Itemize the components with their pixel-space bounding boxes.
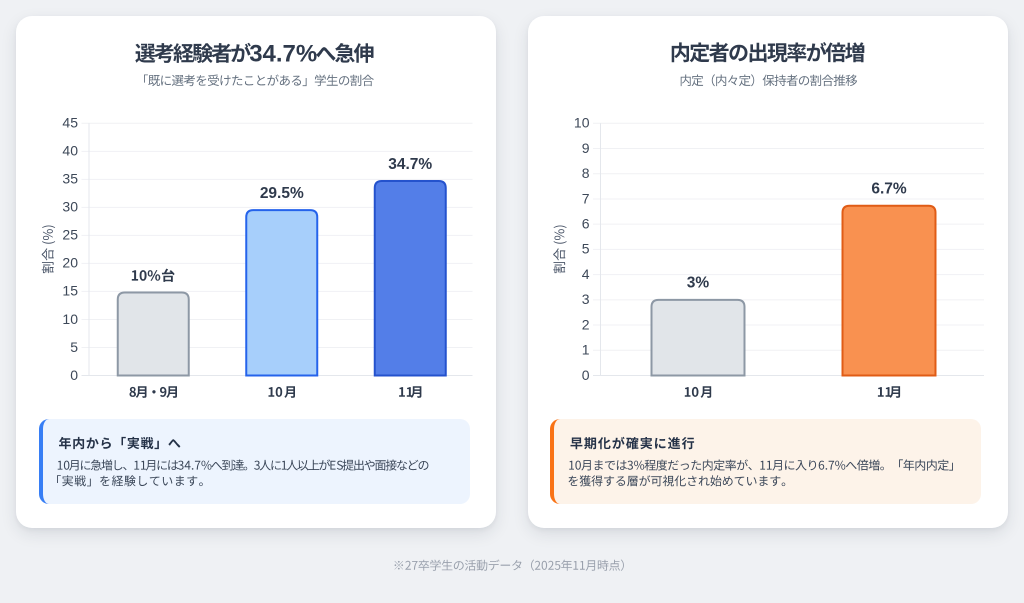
svg-text:45: 45 — [62, 115, 78, 131]
svg-text:30: 30 — [62, 199, 78, 215]
svg-text:7: 7 — [582, 190, 590, 206]
svg-text:8: 8 — [582, 165, 590, 181]
svg-text:25: 25 — [62, 227, 78, 243]
svg-text:15: 15 — [62, 283, 78, 299]
svg-text:0: 0 — [70, 367, 78, 383]
svg-text:3%: 3% — [687, 275, 710, 292]
svg-text:10: 10 — [62, 311, 78, 327]
svg-text:0: 0 — [582, 367, 590, 383]
svg-text:5: 5 — [70, 339, 78, 355]
svg-text:1: 1 — [582, 342, 590, 358]
svg-text:6: 6 — [582, 216, 590, 232]
svg-text:4: 4 — [582, 266, 590, 282]
svg-text:9: 9 — [582, 140, 590, 156]
svg-text:29.5%: 29.5% — [260, 185, 304, 202]
svg-text:20: 20 — [62, 255, 78, 271]
svg-text:10: 10 — [574, 115, 590, 131]
svg-text:34.7%: 34.7% — [388, 156, 432, 173]
svg-text:2: 2 — [582, 316, 590, 332]
svg-text:40: 40 — [62, 143, 78, 159]
svg-text:6.7%: 6.7% — [871, 181, 907, 198]
svg-text:5: 5 — [582, 241, 590, 257]
svg-text:3: 3 — [582, 291, 590, 307]
svg-text:34.7%: 34.7% — [249, 41, 317, 68]
svg-text:35: 35 — [62, 171, 78, 187]
